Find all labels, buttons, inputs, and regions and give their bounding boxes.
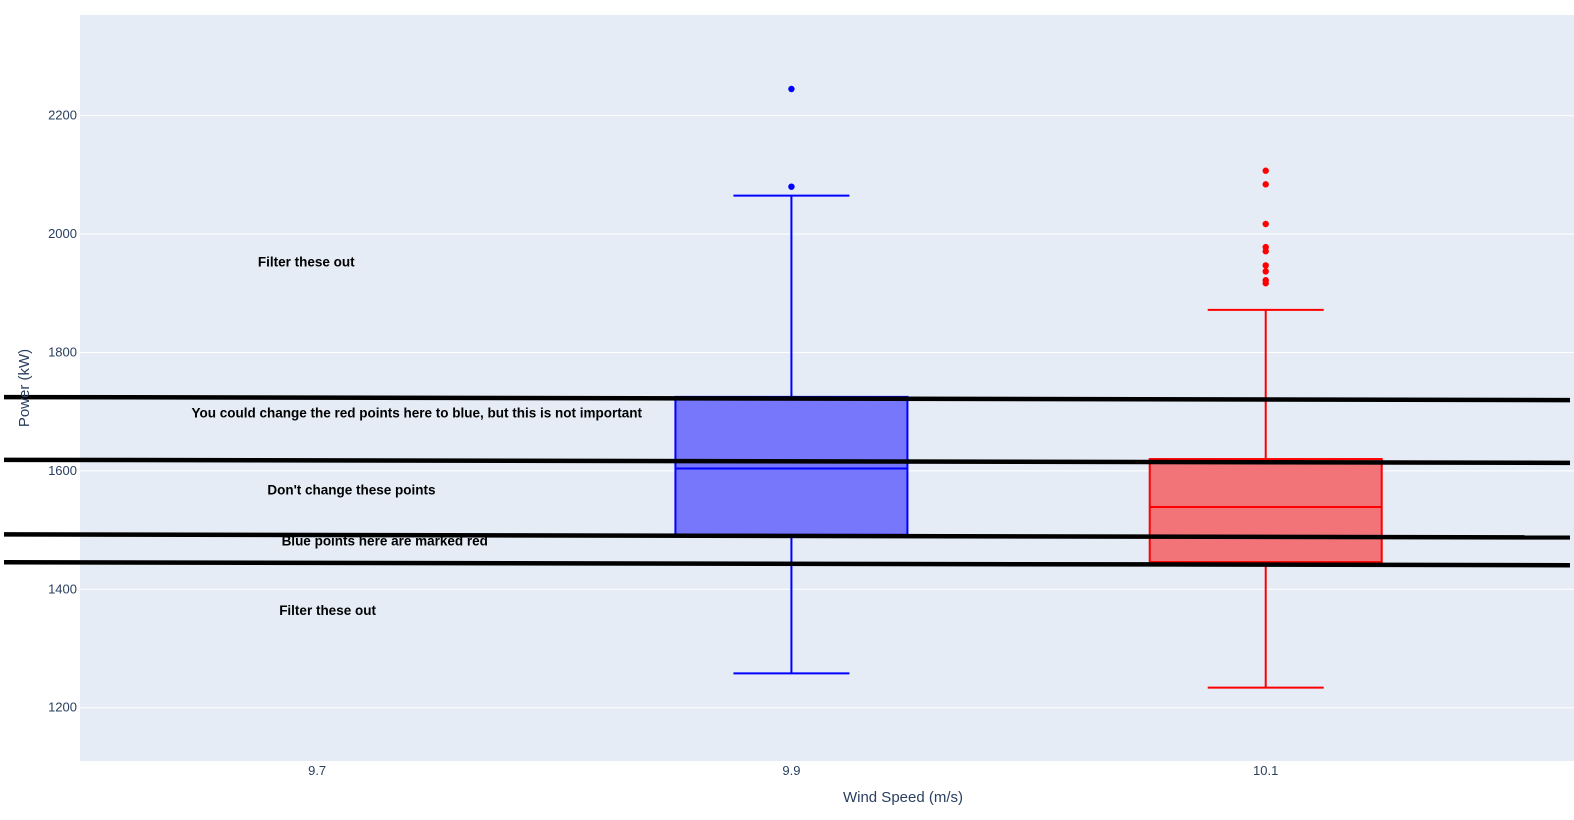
threshold-line: [3, 394, 1571, 403]
x-axis-title: Wind Speed (m/s): [843, 789, 963, 806]
y-tick-label: 2200: [48, 108, 77, 123]
outlier-point: [1262, 181, 1269, 188]
plot-background: [80, 15, 1574, 761]
box-10.1: [1148, 167, 1383, 689]
outlier-point: [788, 85, 795, 93]
y-tick-label: 1800: [48, 344, 77, 359]
threshold-line: [3, 457, 1571, 466]
x-tick-labels: 9.7 9.9 10.1: [308, 763, 1278, 778]
box-iqr: [674, 395, 909, 536]
x-tick-label: 9.7: [308, 763, 326, 778]
annotation-text: Don't change these points: [267, 483, 435, 498]
threshold-lines: [3, 394, 1571, 568]
outlier-point: [1262, 262, 1269, 269]
y-tick-label: 1600: [48, 463, 77, 478]
annotations: Filter these out You could change the red…: [191, 255, 642, 618]
x-tick-label: 9.9: [782, 763, 800, 778]
x-tick-label: 10.1: [1253, 763, 1278, 778]
outlier-point: [1262, 220, 1269, 228]
threshold-line: [3, 532, 1571, 540]
threshold-line: [3, 560, 1571, 568]
outlier-point: [1262, 248, 1269, 255]
outlier-point: [788, 183, 795, 190]
outlier-point: [1262, 280, 1269, 287]
annotation-text: You could change the red points here to …: [191, 406, 642, 421]
y-tick-label: 1200: [48, 700, 77, 715]
annotation-text: Filter these out: [279, 603, 376, 618]
y-tick-labels: 1200 1400 1600 1800 2000 2200: [48, 108, 77, 715]
box-iqr: [1148, 458, 1383, 564]
annotation-text: Blue points here are marked red: [282, 533, 488, 548]
outlier-point: [1262, 167, 1269, 174]
y-tick-label: 2000: [48, 226, 77, 241]
outlier-point: [1262, 268, 1269, 275]
y-axis-title: Power (kW): [16, 349, 33, 427]
annotation-text: Filter these out: [258, 255, 355, 270]
y-tick-label: 1400: [48, 581, 77, 596]
